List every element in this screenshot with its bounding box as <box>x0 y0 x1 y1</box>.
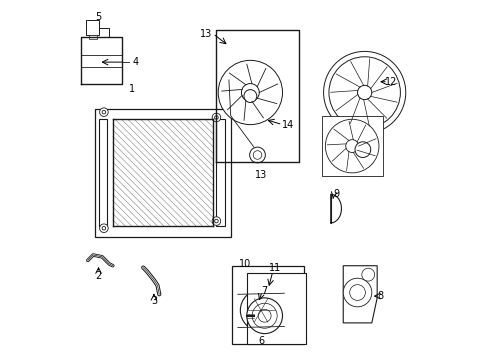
Circle shape <box>358 85 372 100</box>
Text: 5: 5 <box>95 13 101 22</box>
Circle shape <box>247 298 283 334</box>
Circle shape <box>241 290 282 331</box>
Circle shape <box>343 278 372 307</box>
Circle shape <box>249 147 266 163</box>
Bar <box>98 119 107 226</box>
Bar <box>322 116 383 176</box>
Circle shape <box>215 219 218 223</box>
Circle shape <box>247 297 275 324</box>
Text: 13: 13 <box>255 170 267 180</box>
Circle shape <box>102 226 106 230</box>
Circle shape <box>212 217 220 225</box>
Text: 2: 2 <box>96 271 101 282</box>
Text: 8: 8 <box>378 291 384 301</box>
Text: 6: 6 <box>258 337 264 346</box>
Text: 10: 10 <box>239 259 251 269</box>
Circle shape <box>350 285 366 300</box>
Bar <box>95 109 231 237</box>
Text: 9: 9 <box>333 189 339 199</box>
Circle shape <box>255 304 268 317</box>
Circle shape <box>258 309 271 322</box>
Circle shape <box>325 119 379 173</box>
Text: 11: 11 <box>269 262 281 273</box>
Circle shape <box>212 113 220 122</box>
Circle shape <box>252 303 277 328</box>
Text: 12: 12 <box>385 77 398 87</box>
Text: 3: 3 <box>151 296 157 306</box>
Bar <box>89 35 98 39</box>
Text: 13: 13 <box>199 28 212 39</box>
Bar <box>90 28 109 37</box>
Circle shape <box>244 90 257 103</box>
Circle shape <box>355 142 371 157</box>
Text: 7: 7 <box>262 286 268 296</box>
Circle shape <box>215 116 218 119</box>
Text: 1: 1 <box>129 84 136 94</box>
Circle shape <box>329 57 400 128</box>
Bar <box>247 273 306 344</box>
Text: 4: 4 <box>133 57 139 67</box>
Circle shape <box>346 140 359 153</box>
Circle shape <box>323 51 406 134</box>
Circle shape <box>102 111 106 114</box>
Circle shape <box>218 60 283 125</box>
Polygon shape <box>343 266 377 323</box>
Bar <box>232 266 304 344</box>
Bar <box>86 20 98 35</box>
Circle shape <box>99 108 108 116</box>
Circle shape <box>362 268 375 281</box>
Text: 14: 14 <box>282 120 294 130</box>
Bar <box>217 119 225 226</box>
Circle shape <box>99 224 108 233</box>
Circle shape <box>253 151 262 159</box>
Circle shape <box>242 84 259 102</box>
